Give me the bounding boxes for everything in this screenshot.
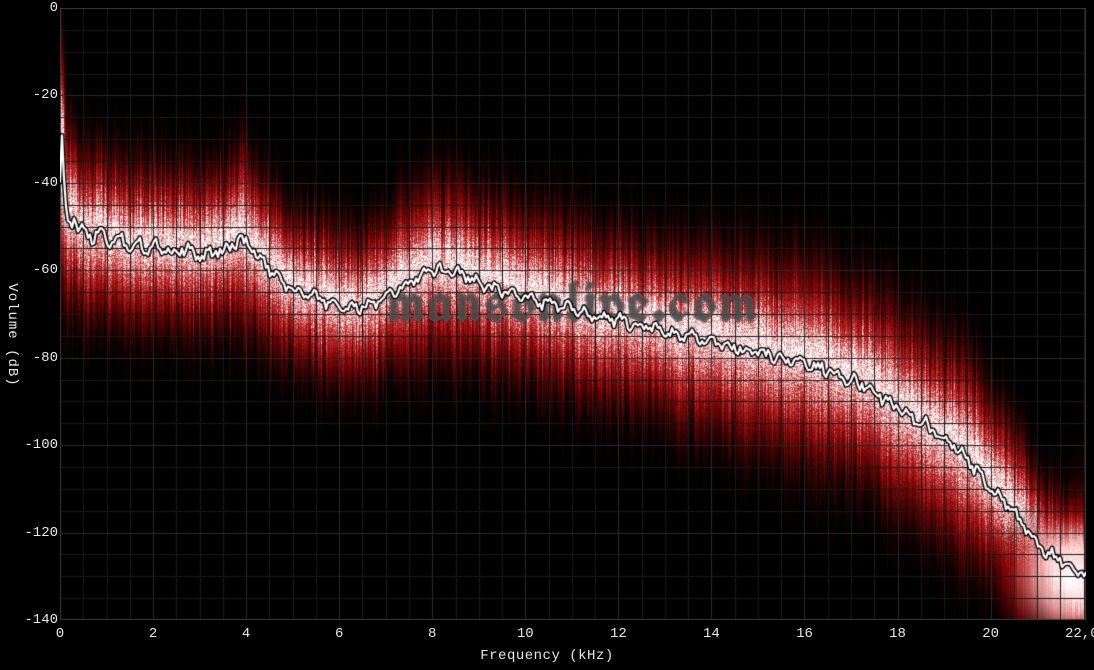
x-tick-label: 14: [703, 626, 720, 642]
x-tick-label: 20: [982, 626, 999, 642]
y-tick-label: -80: [22, 350, 58, 366]
x-tick-label: 18: [889, 626, 906, 642]
x-tick-label: 2: [149, 626, 157, 642]
spectrum-chart: mansonlive.com Volume (dB) Frequency (kH…: [0, 0, 1094, 670]
x-tick-label: 8: [428, 626, 436, 642]
y-axis-label: Volume (dB): [4, 283, 20, 386]
y-tick-label: 0: [22, 0, 58, 16]
y-tick-label: -140: [22, 612, 58, 628]
y-tick-label: -40: [22, 175, 58, 191]
mean-line-layer: [60, 8, 1086, 620]
x-tick-label: 12: [610, 626, 627, 642]
x-tick-label: 22,05: [1065, 626, 1094, 642]
x-tick-label: 4: [242, 626, 250, 642]
x-tick-label: 0: [56, 626, 64, 642]
y-tick-label: -100: [22, 437, 58, 453]
x-tick-label: 16: [796, 626, 813, 642]
y-tick-label: -60: [22, 262, 58, 278]
y-tick-label: -120: [22, 525, 58, 541]
plot-area: mansonlive.com: [60, 8, 1086, 620]
x-tick-label: 6: [335, 626, 343, 642]
x-tick-label: 10: [517, 626, 534, 642]
y-tick-label: -20: [22, 87, 58, 103]
x-axis-label: Frequency (kHz): [480, 648, 614, 664]
